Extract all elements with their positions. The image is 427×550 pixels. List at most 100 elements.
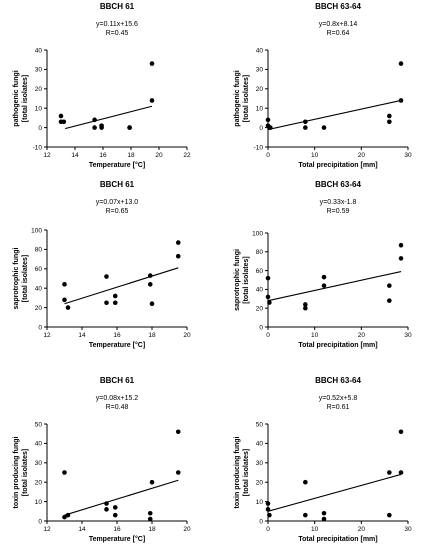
- data-point: [175, 470, 181, 475]
- y-tick-label: 10: [35, 106, 43, 113]
- y-tick-label: 50: [35, 421, 43, 428]
- regression-line: [65, 105, 153, 130]
- data-point: [104, 501, 109, 506]
- y-axis-label: [total isolates]: [243, 256, 250, 303]
- data-point: [303, 512, 308, 518]
- y-tick-label: 30: [256, 460, 264, 467]
- regression-equation: y=0.33x-1.8: [320, 199, 357, 206]
- data-point: [149, 98, 155, 103]
- regression-line: [64, 267, 179, 305]
- data-point: [92, 125, 97, 130]
- data-point: [321, 510, 327, 516]
- data-point: [267, 300, 272, 305]
- y-tick-label: 40: [35, 47, 43, 54]
- y-tick-label: -10: [33, 144, 43, 151]
- data-point: [62, 282, 67, 287]
- data-point: [387, 512, 392, 518]
- data-point: [147, 510, 153, 516]
- y-tick-label: 0: [259, 518, 263, 525]
- x-axis-label: Total precipitation [mm]: [298, 536, 377, 543]
- y-tick-label: 40: [35, 286, 43, 293]
- x-tick-label: 16: [113, 332, 121, 339]
- y-axis-label: saprotrophic fungi: [13, 248, 20, 310]
- data-point: [149, 61, 155, 66]
- data-point: [303, 305, 308, 311]
- data-point: [104, 507, 109, 512]
- x-tick-label: 12: [43, 332, 51, 339]
- x-tick-label: 30: [404, 332, 412, 339]
- chart-panel: BBCH 61 y=0.08x+15.2 R=0.48 0 10 20 30 40 50 12 14…: [13, 376, 191, 543]
- data-point: [112, 505, 118, 510]
- x-tick-label: 20: [183, 526, 191, 533]
- chart-title: BBCH 63-64: [315, 180, 361, 189]
- x-tick-label: 22: [183, 152, 191, 159]
- y-tick-label: 20: [35, 86, 43, 93]
- data-point: [104, 274, 109, 279]
- data-point: [65, 305, 71, 310]
- y-tick-label: 20: [256, 86, 264, 93]
- data-point: [175, 429, 181, 435]
- y-axis-label: [total isolates]: [22, 449, 29, 496]
- data-point: [62, 514, 67, 520]
- data-point: [175, 253, 181, 259]
- chart-panel: BBCH 63-64 y=0.52x+5.8 R=0.61 0 10 20 30 40 50 0 1…: [234, 376, 412, 543]
- y-tick-label: 30: [256, 67, 264, 74]
- data-point: [58, 113, 64, 119]
- x-axis-label: Temperature [°C]: [89, 535, 145, 543]
- y-tick-label: 40: [256, 441, 264, 448]
- data-point: [387, 283, 392, 288]
- data-point: [265, 275, 271, 281]
- regression-line: [267, 473, 402, 512]
- chart-panel: BBCH 63-64y=0.8x+8.14R=0.64-100102030400…: [234, 2, 412, 169]
- chart-title: BBCH 63-64: [315, 376, 361, 385]
- y-tick-label: 20: [35, 305, 43, 312]
- chart-panel: BBCH 61 y=0.07x+13.0 R=0.65 0 20 40 60 80 100 12 1…: [13, 180, 191, 349]
- y-tick-label: 30: [35, 67, 43, 74]
- data-point: [112, 300, 118, 306]
- x-tick-label: 0: [266, 152, 270, 159]
- data-point: [265, 501, 271, 506]
- y-tick-label: 10: [256, 106, 264, 113]
- x-axis-label: Total precipitation [mm]: [298, 342, 377, 349]
- data-point: [149, 301, 155, 307]
- x-tick-label: 20: [183, 332, 191, 339]
- y-axis-label: toxin producing fungi: [13, 436, 20, 508]
- y-tick-label: 20: [256, 480, 264, 487]
- regression-equation: y=0.8x+8.14: [319, 21, 358, 28]
- chart-panel: BBCH 63-64 y=0.33x-1.8 R=0.59 0 20 40 60 80 100 0…: [234, 180, 412, 349]
- chart-title: BBCH 61: [100, 376, 135, 385]
- regression-equation: y=0.52x+5.8: [319, 395, 358, 402]
- y-tick-label: 20: [35, 480, 43, 487]
- regression-equation: y=0.08x+15.2: [96, 395, 139, 402]
- y-axis-label: [total isolates]: [243, 449, 250, 496]
- y-axis-label: toxin producing fungi: [234, 436, 241, 508]
- x-axis-label: Total precipitation [mm]: [298, 162, 377, 169]
- data-point: [398, 429, 404, 435]
- data-point: [147, 273, 153, 278]
- regression-equation: y=0.07x+13.0: [96, 199, 139, 206]
- data-point: [303, 119, 308, 125]
- data-point: [321, 125, 327, 130]
- y-axis-label: saprotrophic fungi: [234, 249, 241, 311]
- data-point: [321, 274, 327, 280]
- x-tick-label: 20: [358, 526, 366, 533]
- y-tick-label: 50: [256, 421, 264, 428]
- correlation-r: R=0.59: [327, 208, 350, 215]
- data-point: [62, 297, 67, 303]
- data-point: [112, 512, 118, 518]
- x-tick-label: 0: [266, 332, 270, 339]
- y-tick-label: 0: [38, 324, 42, 331]
- y-tick-label: 40: [35, 441, 43, 448]
- y-tick-label: 0: [38, 125, 42, 132]
- correlation-r: R=0.64: [327, 30, 350, 37]
- data-point: [398, 61, 404, 66]
- data-point: [175, 240, 181, 245]
- x-tick-label: 30: [404, 526, 412, 533]
- x-tick-label: 10: [311, 526, 319, 533]
- data-point: [387, 113, 392, 119]
- regression-line: [267, 99, 402, 131]
- y-axis-label: [total isolates]: [243, 75, 250, 122]
- data-point: [398, 256, 404, 261]
- data-point: [398, 470, 404, 475]
- correlation-r: R=0.61: [327, 404, 350, 411]
